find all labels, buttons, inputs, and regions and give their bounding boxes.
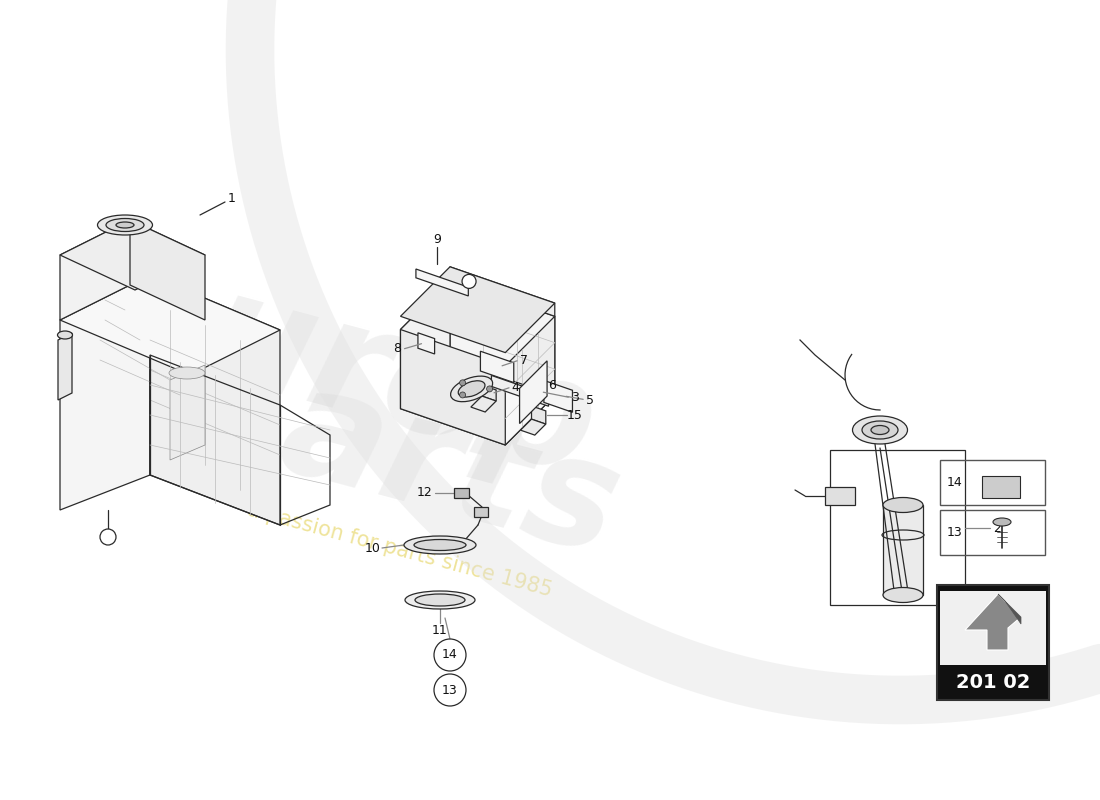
Polygon shape (531, 406, 546, 424)
Text: 4: 4 (512, 382, 519, 394)
Polygon shape (400, 359, 554, 445)
Polygon shape (60, 275, 280, 375)
Text: 2: 2 (993, 522, 1001, 534)
Ellipse shape (57, 331, 73, 339)
Text: 5: 5 (586, 394, 594, 407)
Circle shape (434, 674, 466, 706)
Ellipse shape (414, 539, 466, 550)
Polygon shape (150, 275, 280, 525)
Ellipse shape (106, 218, 144, 231)
Ellipse shape (116, 222, 134, 228)
Ellipse shape (883, 587, 923, 602)
Polygon shape (450, 266, 554, 316)
Bar (940, 510, 1045, 555)
Bar (825, 487, 855, 505)
Polygon shape (416, 269, 469, 296)
Text: 15: 15 (566, 409, 583, 422)
Polygon shape (505, 316, 554, 445)
Ellipse shape (871, 426, 889, 434)
Text: 201 02: 201 02 (956, 673, 1031, 691)
Text: 1: 1 (228, 193, 235, 206)
Text: 3: 3 (571, 390, 580, 404)
Polygon shape (998, 594, 1021, 624)
Text: 13: 13 (442, 683, 458, 697)
Circle shape (100, 529, 116, 545)
Polygon shape (130, 220, 205, 320)
Bar (454, 488, 469, 498)
Ellipse shape (405, 591, 475, 609)
Bar (940, 591, 1046, 665)
Text: 9: 9 (433, 233, 441, 246)
Polygon shape (520, 419, 546, 435)
Text: europ: europ (88, 233, 612, 507)
Text: 14: 14 (947, 477, 962, 490)
Text: a passion for parts since 1985: a passion for parts since 1985 (245, 499, 554, 601)
Ellipse shape (862, 421, 898, 439)
Polygon shape (543, 380, 572, 412)
Polygon shape (60, 220, 205, 290)
Text: 11: 11 (432, 625, 448, 638)
Ellipse shape (98, 215, 153, 235)
Polygon shape (400, 266, 554, 353)
Polygon shape (58, 333, 72, 400)
Text: 10: 10 (365, 542, 381, 554)
Circle shape (460, 392, 465, 398)
Polygon shape (400, 330, 505, 445)
Polygon shape (400, 280, 554, 366)
Ellipse shape (459, 381, 485, 397)
Ellipse shape (852, 416, 907, 444)
FancyBboxPatch shape (937, 585, 1049, 700)
Polygon shape (965, 594, 1021, 650)
Polygon shape (60, 220, 130, 320)
Ellipse shape (169, 367, 205, 379)
Ellipse shape (451, 376, 493, 402)
Polygon shape (471, 396, 496, 412)
Ellipse shape (993, 518, 1011, 526)
Polygon shape (481, 351, 514, 382)
Circle shape (486, 386, 493, 392)
Polygon shape (492, 375, 549, 406)
Bar (982, 476, 1020, 498)
Bar (940, 460, 1045, 505)
Ellipse shape (404, 536, 476, 554)
Text: 13: 13 (947, 526, 962, 539)
Bar (474, 507, 488, 517)
Text: 7: 7 (520, 354, 528, 367)
Polygon shape (400, 280, 450, 409)
Text: 12: 12 (417, 486, 433, 499)
Polygon shape (883, 505, 923, 595)
Text: 8: 8 (394, 342, 402, 355)
Circle shape (462, 274, 476, 288)
Polygon shape (418, 333, 434, 354)
Polygon shape (170, 365, 205, 460)
Ellipse shape (883, 498, 923, 513)
Ellipse shape (415, 594, 465, 606)
Circle shape (460, 380, 465, 386)
Text: arts: arts (265, 354, 635, 586)
Polygon shape (450, 280, 554, 395)
Bar (830, 450, 965, 605)
Polygon shape (519, 361, 547, 423)
Text: 6: 6 (548, 379, 556, 392)
Polygon shape (60, 275, 150, 510)
Polygon shape (482, 385, 496, 401)
Text: 14: 14 (442, 649, 458, 662)
Circle shape (434, 639, 466, 671)
